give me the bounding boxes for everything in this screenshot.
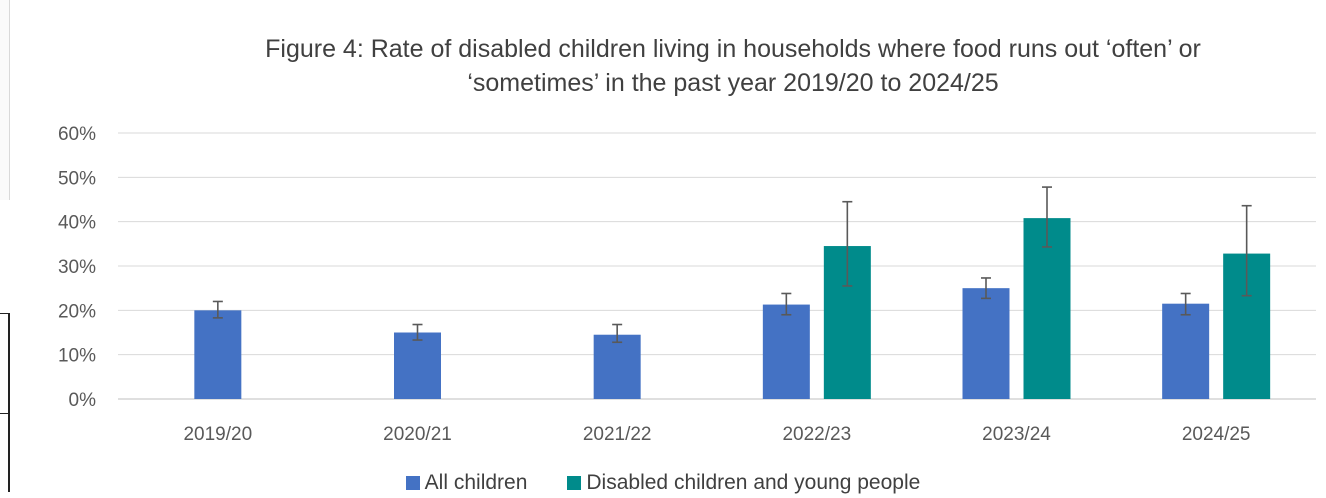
background-frame-edge bbox=[0, 313, 10, 492]
legend-item-all-children: All children bbox=[405, 468, 528, 498]
y-tick-label: 10% bbox=[58, 346, 96, 367]
x-tick-label: 2022/23 bbox=[782, 424, 851, 445]
y-tick-label: 0% bbox=[69, 390, 97, 411]
x-tick-label: 2020/21 bbox=[383, 424, 452, 445]
legend-swatch-all-children bbox=[405, 476, 420, 490]
legend-label-disabled-children: Disabled children and young people bbox=[586, 471, 921, 494]
chart-title-line-2: ‘sometimes’ in the past year 2019/20 to … bbox=[467, 69, 999, 97]
x-tick-label: 2023/24 bbox=[982, 424, 1051, 445]
chart-title: Figure 4: Rate of disabled children livi… bbox=[140, 32, 1326, 100]
bar bbox=[1162, 303, 1210, 399]
x-tick-label: 2021/22 bbox=[583, 424, 652, 445]
y-tick-label: 30% bbox=[58, 257, 96, 278]
x-tick-label: 2019/20 bbox=[183, 424, 252, 445]
legend-swatch-disabled-children bbox=[567, 476, 582, 490]
chart-legend: All children Disabled children and young… bbox=[0, 468, 1326, 498]
chart-title-line-1: Figure 4: Rate of disabled children livi… bbox=[265, 35, 1201, 63]
bar bbox=[194, 310, 242, 399]
bar bbox=[1023, 218, 1071, 399]
bar bbox=[394, 332, 441, 399]
y-tick-label: 40% bbox=[58, 213, 96, 234]
bar bbox=[762, 304, 810, 399]
bar bbox=[593, 334, 641, 399]
y-tick-label: 20% bbox=[58, 301, 96, 322]
background-frame-tick bbox=[0, 413, 8, 414]
y-tick-label: 50% bbox=[58, 168, 96, 189]
y-tick-label: 60% bbox=[58, 124, 96, 145]
background-panel-edge bbox=[0, 0, 10, 200]
bar bbox=[962, 288, 1010, 399]
legend-label-all-children: All children bbox=[424, 471, 528, 494]
x-tick-label: 2024/25 bbox=[1182, 424, 1251, 445]
legend-item-disabled-children: Disabled children and young people bbox=[567, 468, 920, 498]
